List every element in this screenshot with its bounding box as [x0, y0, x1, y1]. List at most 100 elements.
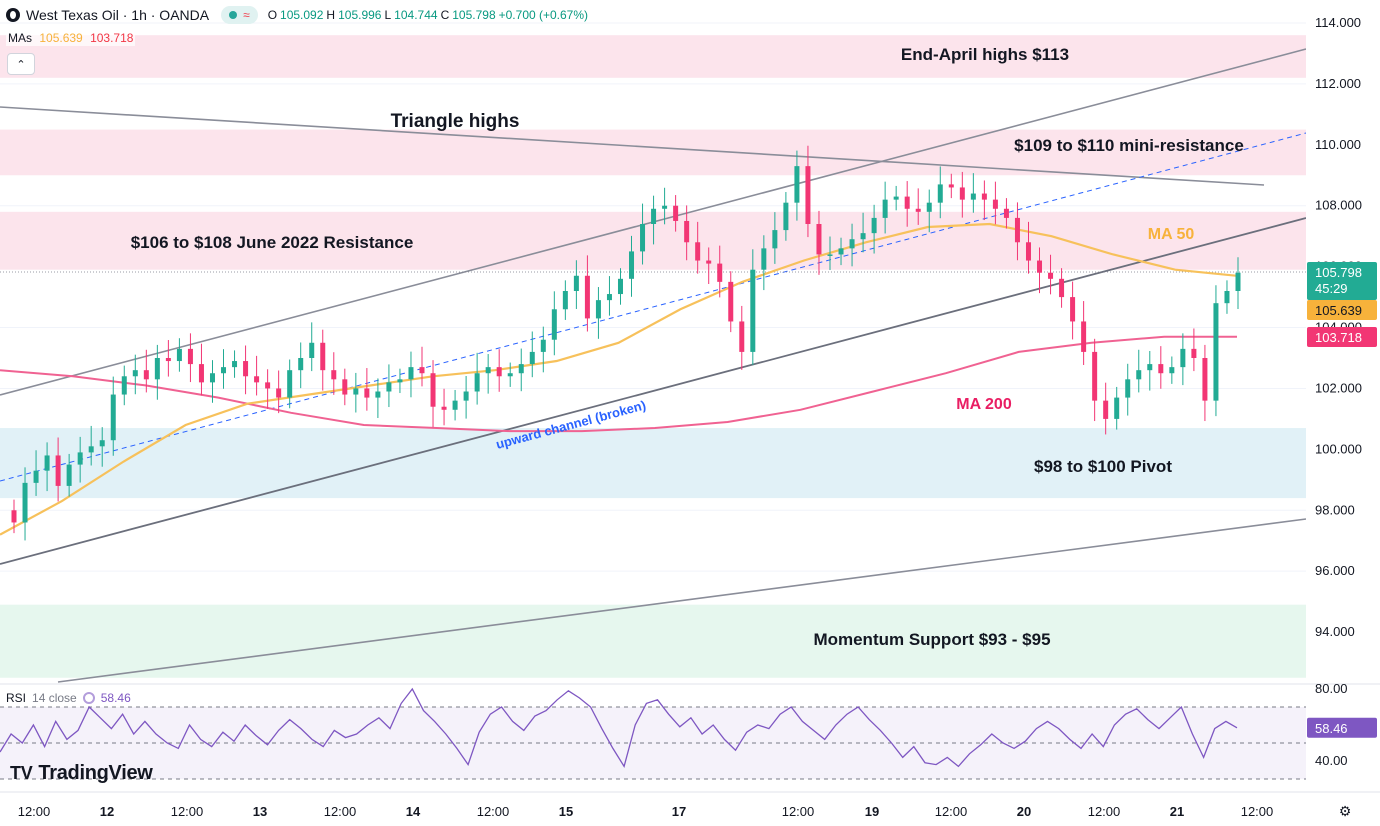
candle-body — [805, 166, 811, 224]
candle-body — [1147, 364, 1153, 371]
candle-body — [584, 275, 590, 319]
candle-body — [1092, 351, 1098, 401]
candle-body — [816, 224, 822, 255]
change-value: +0.700 (+0.67%) — [498, 8, 589, 22]
candle-body — [838, 248, 844, 255]
candle-body — [232, 361, 238, 368]
last-price-tag — [1307, 262, 1377, 300]
candle-body — [287, 370, 293, 398]
candle-body — [860, 233, 866, 240]
candle-body — [617, 278, 623, 295]
candle-body — [1180, 348, 1186, 368]
price-tick-label: 102.000 — [1315, 380, 1362, 395]
zone-label: $106 to $108 June 2022 Resistance — [131, 233, 414, 252]
candle-body — [772, 230, 778, 249]
candle-body — [926, 202, 932, 212]
rsi-value-tag-text: 58.46 — [1315, 721, 1348, 736]
candle-body — [1059, 278, 1065, 298]
candle-body — [750, 269, 756, 352]
candle-body — [88, 446, 94, 453]
candle-body — [882, 199, 888, 218]
candle-body — [110, 394, 116, 441]
price-tick-label: 110.000 — [1315, 137, 1361, 152]
candle-body — [22, 482, 28, 523]
candle-body — [77, 452, 83, 465]
candle-body — [706, 260, 712, 264]
zones — [0, 35, 1306, 678]
candle-body — [132, 370, 138, 377]
symbol-logo-icon — [6, 8, 20, 22]
candle-body — [992, 199, 998, 209]
zone-label: End-April highs $113 — [901, 45, 1069, 64]
mas-legend[interactable]: MAs 105.639 103.718 — [6, 30, 136, 46]
candle-body — [640, 224, 646, 252]
candle-body — [331, 370, 337, 380]
candle-body — [1169, 367, 1175, 374]
rsi-circle-icon — [82, 692, 95, 704]
candle-body — [474, 373, 480, 392]
channel-lower-line — [0, 217, 1307, 565]
low-key: L — [384, 8, 392, 22]
price-tick-label: 98.000 — [1315, 502, 1355, 517]
candle-body — [375, 391, 381, 398]
zone-rect — [0, 428, 1306, 499]
candle-body — [673, 205, 679, 221]
rsi-legend[interactable]: RSI 14 close 58.46 — [6, 691, 131, 705]
channel-mid-dashed-line — [0, 132, 1307, 482]
time-axis[interactable]: 12:00 12 12:00 13 12:00 14 12:00 15 17 12:00 19 12:… — [0, 791, 1380, 819]
zone-rect — [0, 35, 1306, 78]
close-value: 105.798 — [452, 8, 496, 22]
time-tick-label: 12:00 — [324, 804, 357, 819]
high-value: 105.996 — [338, 8, 382, 22]
gear-icon[interactable]: ⚙ — [1338, 803, 1352, 819]
candle-body — [937, 184, 943, 203]
triangle-highs-label: Triangle highs — [391, 111, 520, 132]
moving-averages — [0, 222, 1238, 536]
ma50-legend-value: 105.639 — [39, 31, 83, 45]
candle-body — [1202, 358, 1208, 401]
candle-body — [849, 239, 855, 249]
candle-body — [342, 379, 348, 395]
symbol-title[interactable]: West Texas Oil · 1h · OANDA — [26, 7, 210, 23]
long-support-line — [57, 518, 1307, 683]
market-status-pill[interactable]: ≈ — [221, 6, 258, 24]
candle-body — [695, 242, 701, 261]
candle-body — [507, 373, 513, 377]
ohlc-values: O 105.092 H 105.996 L 104.744 C 105.798 +0.7… — [268, 8, 588, 22]
ma50-price-tag — [1307, 300, 1377, 320]
candle-body — [651, 208, 657, 224]
time-tick-label: 12:00 — [782, 804, 815, 819]
candle-body — [1048, 272, 1054, 279]
ma200-label: MA 200 — [956, 396, 1012, 413]
candle-body — [55, 455, 61, 486]
candle-body — [1014, 217, 1020, 243]
time-tick-label: 19 — [865, 804, 879, 819]
tv-mark-icon: TV — [10, 763, 33, 783]
collapse-legend-button[interactable]: ⌃ — [7, 53, 35, 75]
rsi-line — [0, 687, 1238, 769]
candle-body — [739, 321, 745, 352]
candle-body — [209, 373, 215, 383]
ma200-price-tag — [1307, 327, 1377, 347]
tradingview-logo[interactable]: TV TradingView — [10, 762, 153, 785]
grid — [0, 22, 1306, 633]
candle-body — [1235, 272, 1241, 291]
candle-body — [1081, 321, 1087, 352]
rsi-pane: 80.00 40.00 58.46 — [0, 681, 1380, 780]
last-price-value: 105.798 — [1315, 265, 1362, 280]
countdown-value: 45:29 — [1315, 281, 1348, 296]
price-tick-label: 96.000 — [1315, 563, 1355, 578]
candle-body — [187, 348, 193, 365]
candle-body — [1136, 370, 1142, 380]
time-tick-label: 20 — [1017, 804, 1031, 819]
candle-body — [386, 382, 392, 392]
ma200-legend-value: 103.718 — [90, 31, 134, 45]
triangle-upper-line — [0, 106, 1265, 186]
candle-body — [981, 193, 987, 200]
candle-body — [198, 364, 204, 383]
candle-body — [33, 470, 39, 483]
candle-body — [959, 187, 965, 200]
rsi-tick-label: 40.00 — [1315, 753, 1348, 768]
candle-body — [1037, 260, 1043, 273]
